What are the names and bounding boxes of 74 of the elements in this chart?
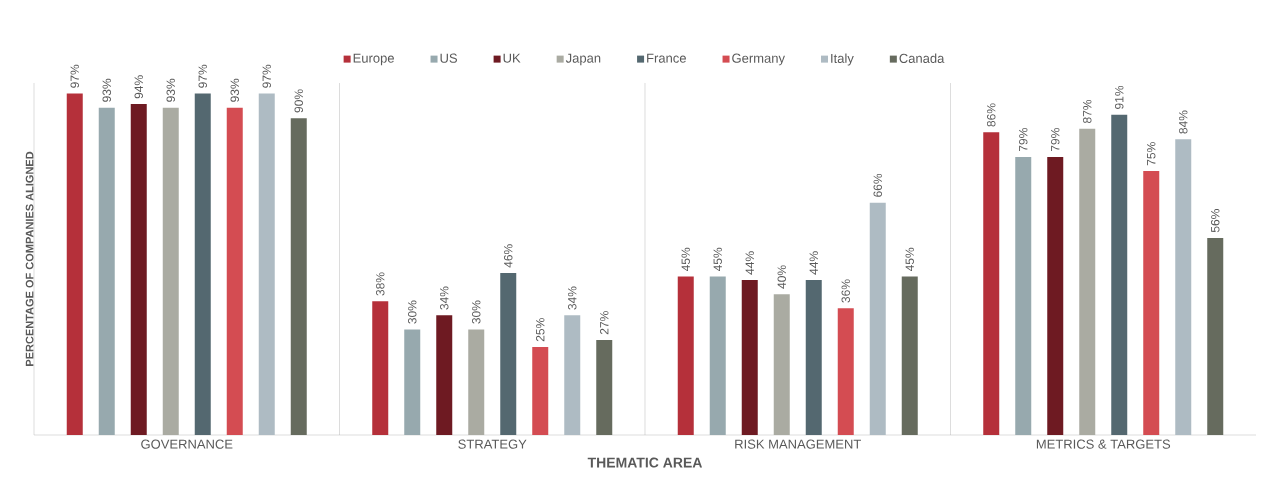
data-label: 45% xyxy=(905,247,914,272)
x-tick-label: METRICS & TARGETS xyxy=(1036,439,1171,449)
data-label: 93% xyxy=(230,78,239,102)
bar xyxy=(500,273,517,435)
bar xyxy=(98,107,115,435)
x-tick-label: STRATEGY xyxy=(458,439,527,449)
bar xyxy=(194,93,211,435)
x-axis-title: THEMATIC AREA xyxy=(587,457,703,468)
data-label: 97% xyxy=(262,64,271,88)
data-label: 30% xyxy=(408,300,417,324)
y-axis-title: PERCENTAGE OF COMPANIES ALIGNED xyxy=(25,151,34,366)
data-label: 79% xyxy=(1019,128,1028,152)
data-label: 45% xyxy=(681,247,690,272)
data-label: 87% xyxy=(1083,99,1092,124)
bar xyxy=(596,339,613,435)
data-label: 84% xyxy=(1179,110,1188,134)
bar xyxy=(290,118,307,435)
bar xyxy=(532,347,549,435)
bar xyxy=(130,104,147,435)
bar xyxy=(677,276,694,435)
bar xyxy=(258,93,275,435)
data-label: 34% xyxy=(440,286,449,310)
bar xyxy=(564,315,581,435)
data-label: 44% xyxy=(809,251,818,275)
bar xyxy=(226,107,243,435)
bar xyxy=(66,93,83,435)
data-label: 93% xyxy=(102,78,111,102)
data-label: 25% xyxy=(536,318,545,342)
data-label: 79% xyxy=(1051,128,1060,152)
bar xyxy=(436,315,453,435)
legend-label: Japan xyxy=(565,53,601,66)
data-label: 27% xyxy=(600,311,609,335)
bar xyxy=(709,276,726,435)
data-label: 94% xyxy=(134,75,143,99)
bar xyxy=(805,280,822,435)
bar xyxy=(983,132,1000,435)
data-label: 46% xyxy=(504,244,513,268)
bar xyxy=(404,329,421,435)
bar xyxy=(1207,237,1224,435)
data-label: 56% xyxy=(1211,209,1220,233)
data-label: 75% xyxy=(1147,142,1156,166)
data-label: 90% xyxy=(294,89,303,113)
bar xyxy=(837,308,854,435)
data-label: 97% xyxy=(198,64,207,88)
x-tick-label: RISK MANAGEMENT xyxy=(735,439,861,449)
bar xyxy=(1111,114,1128,435)
data-label: 66% xyxy=(873,173,882,197)
legend-label: Canada xyxy=(899,53,945,63)
bar xyxy=(741,280,758,435)
bar xyxy=(1175,139,1192,435)
legend-label: US xyxy=(440,53,457,63)
legend-label: Italy xyxy=(831,53,854,66)
data-label: 91% xyxy=(1115,85,1124,109)
bar xyxy=(372,301,389,435)
legend-label: Germany xyxy=(732,53,785,66)
data-label: 44% xyxy=(745,251,754,275)
data-label: 36% xyxy=(841,279,850,303)
bar xyxy=(1143,171,1160,435)
bar xyxy=(1015,156,1032,435)
data-label: 45% xyxy=(713,247,722,272)
data-label: 34% xyxy=(568,286,577,310)
data-label: 38% xyxy=(376,272,385,296)
bar xyxy=(1047,156,1064,435)
data-label: 93% xyxy=(166,78,175,102)
legend-label: Europe xyxy=(353,53,394,66)
bar xyxy=(869,202,886,435)
legend-label: France xyxy=(647,53,686,63)
x-tick-label: GOVERNANCE xyxy=(141,439,233,449)
data-label: 30% xyxy=(472,300,481,324)
bar xyxy=(901,276,918,435)
legend-label: UK xyxy=(503,53,521,63)
data-label: 86% xyxy=(987,103,996,127)
data-label: 40% xyxy=(777,265,786,289)
data-label: 97% xyxy=(70,64,79,88)
